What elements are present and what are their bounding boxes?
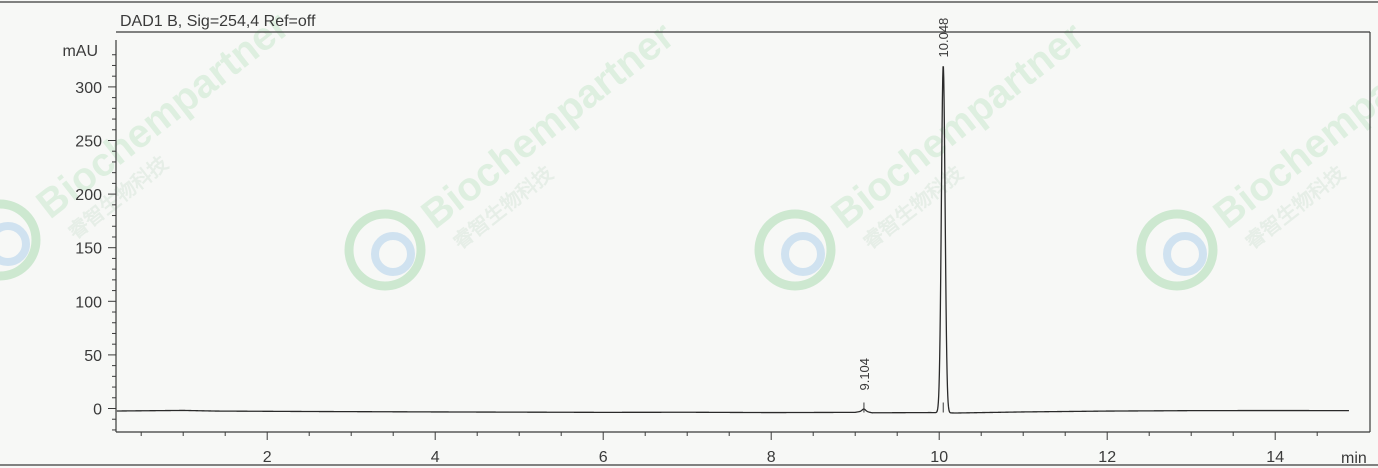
y-tick-label: 0 <box>93 402 102 419</box>
watermark-swirl-icon <box>1163 232 1207 276</box>
x-tick-label: 4 <box>431 449 440 466</box>
peak-labels: 9.104 10.048 <box>857 18 951 413</box>
watermark-brand: Biochempartner <box>823 14 1092 238</box>
y-axis-ticks: 0 50 100 150 200 250 300 <box>75 54 116 431</box>
x-tick-label: 10 <box>930 449 948 466</box>
watermark-logo-icon <box>1136 209 1218 291</box>
watermark-brand: Biochempartner <box>413 14 682 238</box>
x-tick-label: 6 <box>599 449 608 466</box>
y-tick-label: 100 <box>75 294 102 311</box>
watermark-logo-icon <box>754 209 836 291</box>
peak-label: 10.048 <box>936 18 951 58</box>
x-tick-label: 2 <box>263 449 272 466</box>
peak-label: 9.104 <box>857 358 872 391</box>
watermark-swirl-icon <box>371 232 415 276</box>
y-tick-label: 200 <box>75 187 102 204</box>
x-axis-ticks: 2 4 6 8 10 12 14 <box>140 432 1318 466</box>
x-tick-label: 8 <box>767 449 776 466</box>
y-axis-label: mAU <box>62 43 98 60</box>
watermark-swirl-icon <box>781 232 825 276</box>
x-tick-label: 12 <box>1098 449 1116 466</box>
y-tick-label: 300 <box>75 80 102 97</box>
x-axis-label: min <box>1341 450 1367 467</box>
chart-title: DAD1 B, Sig=254,4 Ref=off <box>120 13 316 30</box>
watermark-swirl-icon <box>0 222 30 266</box>
watermark-logo-icon <box>344 209 426 291</box>
watermark-brand: Biochempartner <box>28 4 297 228</box>
y-tick-label: 150 <box>75 241 102 258</box>
y-tick-label: 50 <box>84 348 102 365</box>
watermark-logo-icon <box>0 199 41 281</box>
chromatogram-trace <box>116 66 1349 414</box>
y-tick-label: 250 <box>75 134 102 151</box>
x-tick-label: 14 <box>1266 449 1284 466</box>
